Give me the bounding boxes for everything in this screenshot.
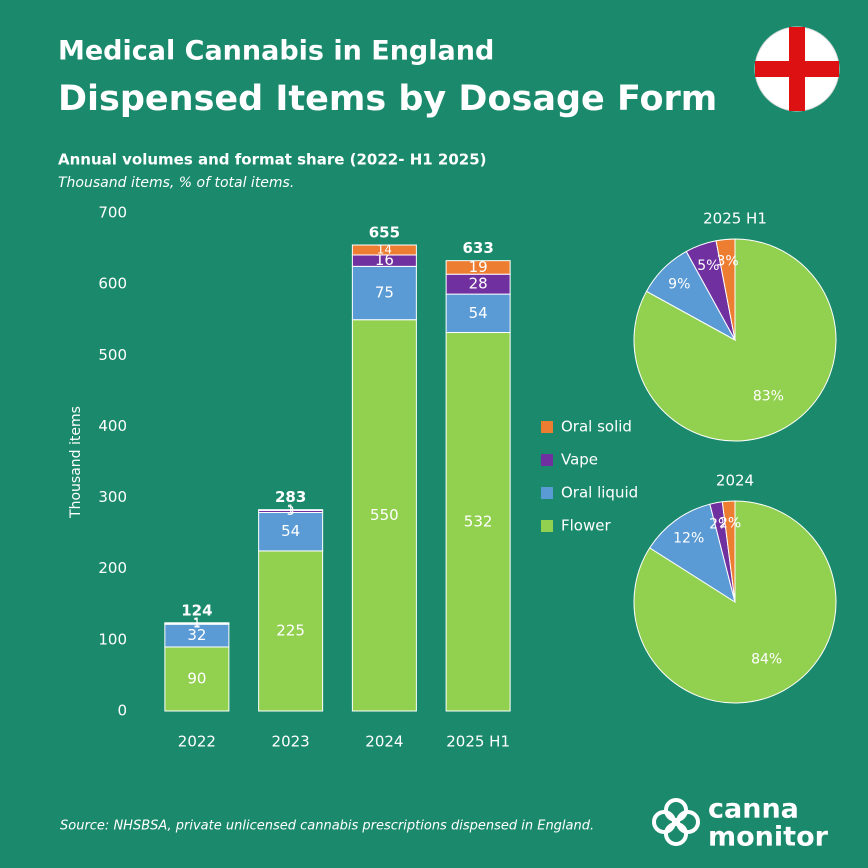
- legend-label: Oral solid: [561, 418, 632, 436]
- pie-label: 3%: [716, 254, 738, 270]
- data-label: 28: [469, 275, 488, 293]
- bar-segment: [445, 332, 511, 712]
- logo: canna monitor: [652, 794, 829, 853]
- logo-text: canna: [708, 794, 799, 825]
- legend-swatch: [541, 520, 553, 532]
- y-tick-label: 700: [98, 204, 127, 222]
- data-label: 19: [469, 258, 488, 276]
- title: Dispensed Items by Dosage Form: [58, 79, 717, 119]
- y-tick-label: 200: [98, 559, 127, 577]
- pie-label: 12%: [673, 530, 704, 546]
- y-tick-label: 0: [117, 702, 127, 720]
- bar-segment: [258, 509, 324, 511]
- y-tick-label: 100: [98, 630, 127, 648]
- data-label: 54: [469, 304, 488, 322]
- pie-title: 2025 H1: [703, 210, 767, 228]
- bar-segment: [258, 512, 324, 552]
- pie-label: 84%: [751, 652, 782, 668]
- y-tick-label: 300: [98, 488, 127, 506]
- kicker: Medical Cannabis in England: [58, 36, 494, 67]
- data-label: 90: [187, 669, 206, 687]
- pie-slice: [649, 503, 736, 604]
- bar-segment: [164, 622, 230, 624]
- data-label: 32: [187, 626, 206, 644]
- logo-text: monitor: [708, 822, 829, 853]
- total-label: 124: [181, 601, 212, 619]
- x-tick-label: 2025 H1: [446, 733, 510, 751]
- legend-swatch: [541, 421, 553, 433]
- bar-segment: [351, 265, 417, 321]
- bar-segment: [445, 260, 511, 275]
- data-label: 75: [375, 284, 394, 302]
- total-label: 633: [462, 239, 493, 257]
- data-label: 14: [377, 242, 392, 256]
- legend-label: Oral liquid: [561, 484, 638, 502]
- data-label: 1: [287, 503, 295, 517]
- bar-segment: [351, 319, 417, 712]
- data-label: 225: [276, 621, 305, 639]
- total-label: 283: [275, 488, 306, 506]
- legend-label: Flower: [561, 517, 611, 535]
- pie-title: 2024: [716, 472, 754, 490]
- bar-segment: [258, 550, 324, 712]
- x-tick-label: 2023: [272, 733, 310, 751]
- data-label: 54: [281, 522, 300, 540]
- y-tick-label: 500: [98, 346, 127, 364]
- pie-label: 5%: [697, 258, 719, 274]
- x-tick-label: 2022: [178, 733, 216, 751]
- note: Thousand items, % of total items.: [58, 175, 294, 191]
- source: Source: NHSBSA, private unlicensed canna…: [60, 819, 594, 834]
- pie-label: 83%: [753, 389, 784, 405]
- legend-swatch: [541, 454, 553, 466]
- flag-cross: [755, 61, 839, 77]
- bar-segment: [351, 244, 417, 256]
- legend-label: Vape: [561, 451, 598, 469]
- y-tick-label: 400: [98, 417, 127, 435]
- x-tick-label: 2024: [365, 733, 403, 751]
- pie-label: 9%: [668, 276, 690, 292]
- subtitle: Annual volumes and format share (2022- H…: [58, 151, 487, 169]
- data-label: 1: [193, 616, 201, 630]
- pie-label: 2%: [719, 515, 741, 531]
- data-label: 3: [287, 504, 295, 518]
- data-label: 550: [370, 506, 399, 524]
- total-label: 655: [369, 224, 400, 242]
- logo-icon: [652, 798, 700, 846]
- legend-swatch: [541, 487, 553, 499]
- data-label: 16: [375, 251, 394, 269]
- flag: [754, 26, 840, 112]
- pie-slice: [715, 238, 736, 341]
- bar-segment: [164, 646, 230, 712]
- pie-slice: [721, 500, 736, 603]
- data-label: 532: [464, 512, 493, 530]
- y-axis-label: Thousand items: [68, 406, 84, 519]
- y-tick-label: 600: [98, 275, 127, 293]
